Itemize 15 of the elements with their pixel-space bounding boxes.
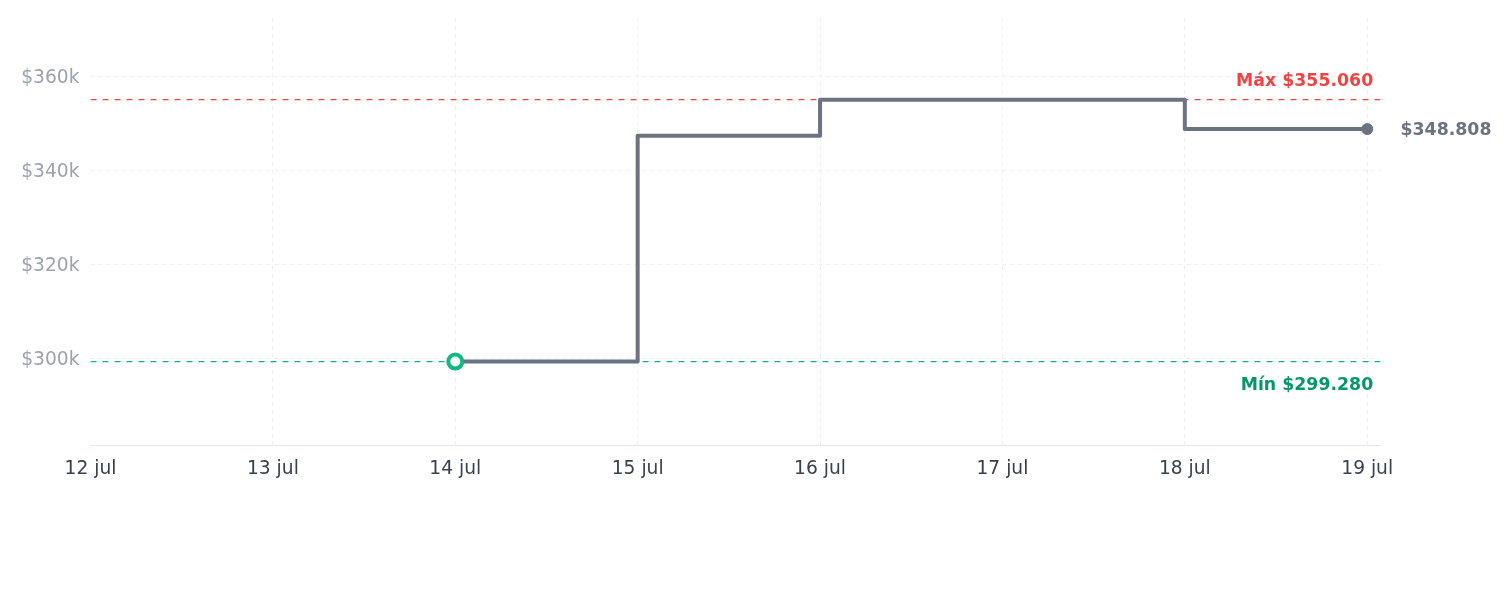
x-tick-label: 16 jul xyxy=(794,456,846,478)
x-tick-label: 17 jul xyxy=(976,456,1029,478)
y-tick-label: $300k xyxy=(21,347,80,369)
x-tick-label: 12 jul xyxy=(64,456,117,478)
ref-line-label: Mín $299.280 xyxy=(1240,373,1374,394)
x-tick-label: 13 jul xyxy=(246,456,299,478)
annotation: $348.808 xyxy=(1400,119,1492,140)
x-tick-label: 15 jul xyxy=(611,456,664,478)
x-tick-label: 14 jul xyxy=(429,456,482,478)
y-tick-label: $360k xyxy=(21,66,80,88)
y-tick-label: $320k xyxy=(21,253,80,275)
y-tick-label: $340k xyxy=(21,159,80,181)
ref-line-label: Máx $355.060 xyxy=(1236,69,1374,90)
x-tick-label: 19 jul xyxy=(1341,456,1394,478)
x-tick-label: 18 jul xyxy=(1158,456,1211,478)
